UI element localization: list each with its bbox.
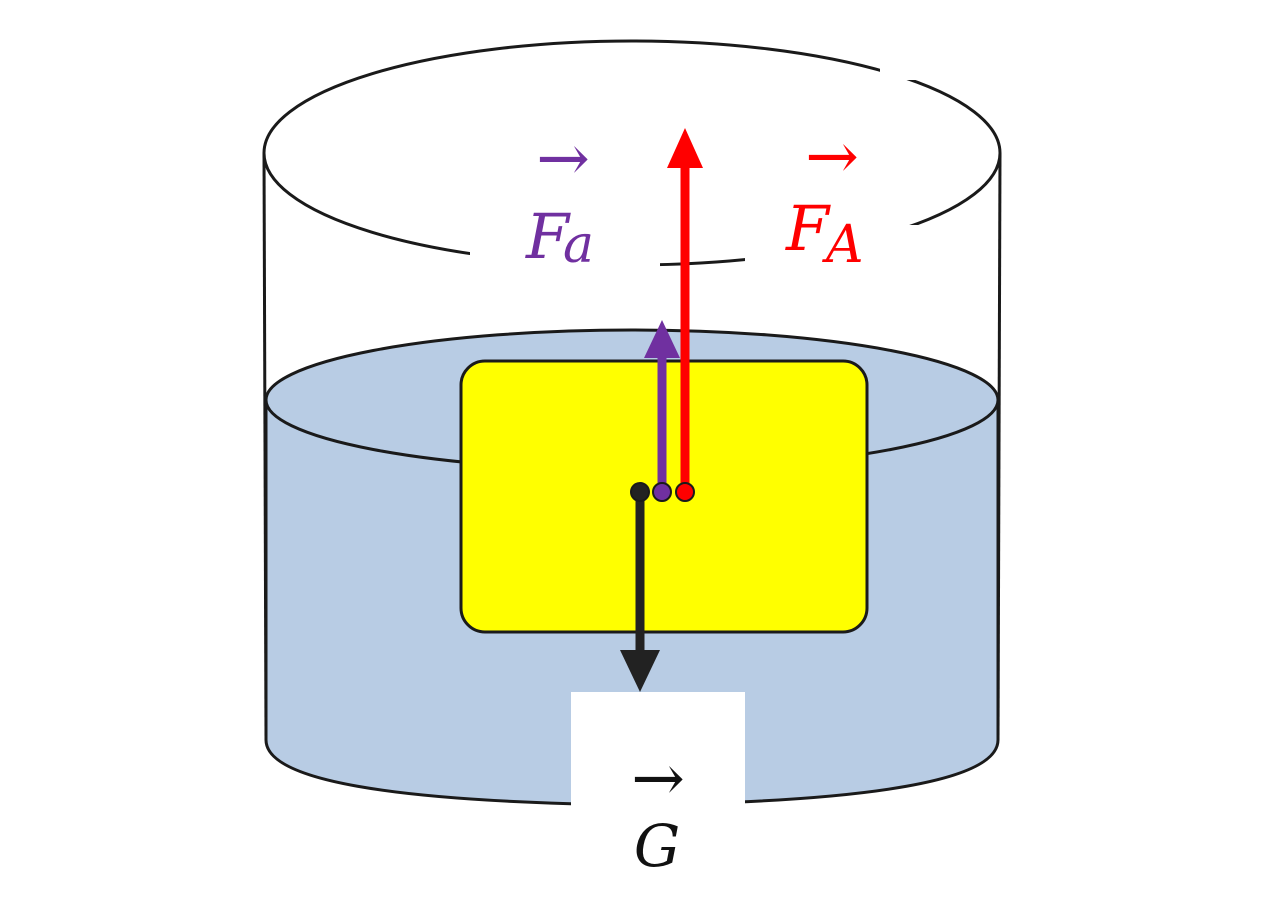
label-fa-symbol: F xyxy=(525,200,571,273)
force-arrow-g xyxy=(620,482,660,692)
label-fa-subscript: a xyxy=(563,215,594,275)
label-fa: → F a xyxy=(525,122,594,275)
label-fa-vector-arrow: → xyxy=(536,122,590,196)
label-g-symbol: G xyxy=(634,812,680,880)
label-g: → G xyxy=(631,742,685,880)
force-arrow-fa xyxy=(644,320,680,502)
container-right-wall xyxy=(996,152,1002,741)
rim-gap-top xyxy=(880,45,940,80)
force-arrow-fA xyxy=(667,128,703,502)
rim-gap-left xyxy=(470,235,660,275)
rim-gap-right xyxy=(745,225,920,270)
label-fA: → F A xyxy=(785,120,864,275)
g-label-background xyxy=(571,692,745,832)
label-fA-subscript: A xyxy=(822,215,864,275)
label-fA-symbol: F xyxy=(785,192,831,265)
container-left-wall xyxy=(262,152,268,741)
label-g-vector-arrow: → xyxy=(631,742,685,816)
label-fA-vector-arrow: → xyxy=(805,120,859,194)
